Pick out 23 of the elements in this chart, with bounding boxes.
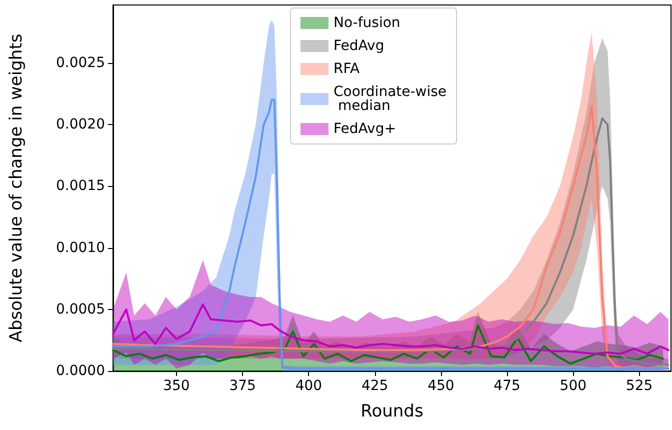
x-tick-label: 475 bbox=[494, 378, 520, 394]
x-tick-label: 425 bbox=[361, 378, 388, 394]
x-tick-label: 375 bbox=[229, 378, 256, 394]
y-tick-label: 0.0005 bbox=[56, 301, 105, 318]
legend-label: Coordinate-wise median bbox=[334, 84, 447, 114]
legend-label: RFA bbox=[334, 61, 360, 77]
y-tick-label: 0.0020 bbox=[56, 116, 105, 133]
x-tick-label: 350 bbox=[163, 378, 190, 394]
legend-label: FedAvg+ bbox=[334, 121, 396, 137]
legend-label: FedAvg bbox=[334, 38, 384, 54]
x-tick-label: 400 bbox=[295, 378, 322, 394]
y-tick-label: 0.0010 bbox=[56, 240, 105, 256]
line-series bbox=[112, 303, 670, 355]
y-tick-label: 0.0000 bbox=[56, 363, 105, 379]
y-axis-title: Absolute value of change in weights bbox=[6, 34, 26, 342]
x-tick-label: 525 bbox=[626, 378, 653, 394]
y-tick-label: 0.0015 bbox=[56, 178, 105, 194]
x-tick-label: 450 bbox=[428, 378, 454, 394]
legend-label: No-fusion bbox=[334, 15, 400, 31]
x-tick-label: 500 bbox=[560, 378, 587, 394]
x-axis-title: Rounds bbox=[360, 402, 424, 422]
y-tick-label: 0.0025 bbox=[56, 54, 105, 71]
line-series bbox=[112, 324, 664, 365]
